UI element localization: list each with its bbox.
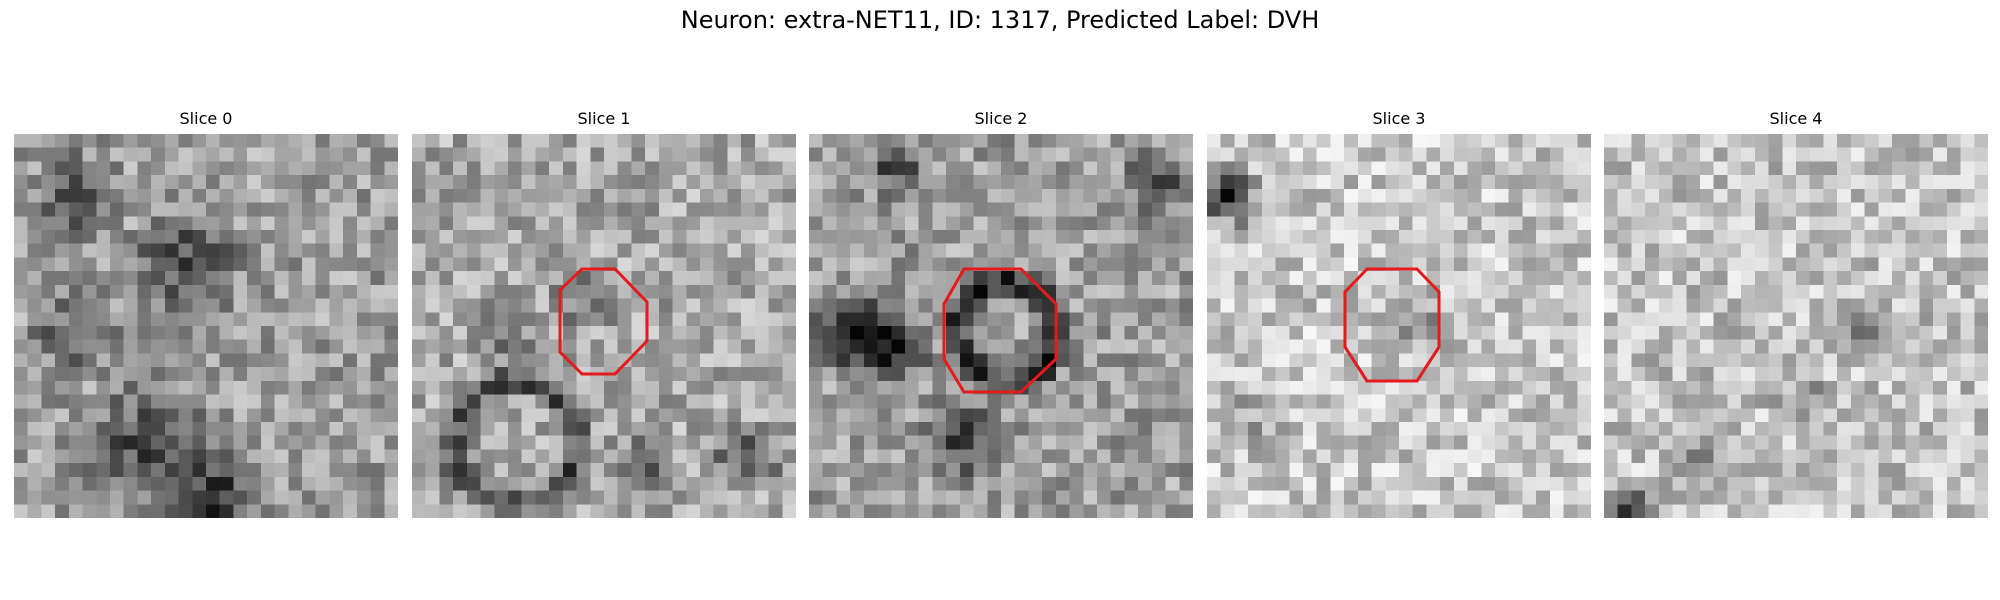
slice-panel-1 (412, 134, 796, 518)
slice-title-3: Slice 3 (1372, 109, 1426, 128)
roi-overlay-1 (558, 267, 649, 376)
slice-image-2 (809, 134, 1193, 518)
slice-title-1: Slice 1 (577, 109, 631, 128)
slice-image-4 (1604, 134, 1988, 518)
slice-image-0 (14, 134, 398, 518)
roi-overlay-3 (1343, 267, 1441, 383)
slice-image-1 (412, 134, 796, 518)
roi-octagon-2 (942, 267, 1058, 394)
slice-panel-4 (1604, 134, 1988, 518)
slice-title-2: Slice 2 (974, 109, 1028, 128)
slice-panel-2 (809, 134, 1193, 518)
roi-octagon-3 (1343, 267, 1441, 383)
roi-octagon-1 (558, 267, 649, 376)
slice-panel-0 (14, 134, 398, 518)
slice-panel-3 (1207, 134, 1591, 518)
slice-title-0: Slice 0 (179, 109, 233, 128)
slice-title-4: Slice 4 (1769, 109, 1823, 128)
figure-title: Neuron: extra-NET11, ID: 1317, Predicted… (680, 6, 1320, 34)
slice-image-3 (1207, 134, 1591, 518)
roi-overlay-2 (942, 267, 1058, 394)
